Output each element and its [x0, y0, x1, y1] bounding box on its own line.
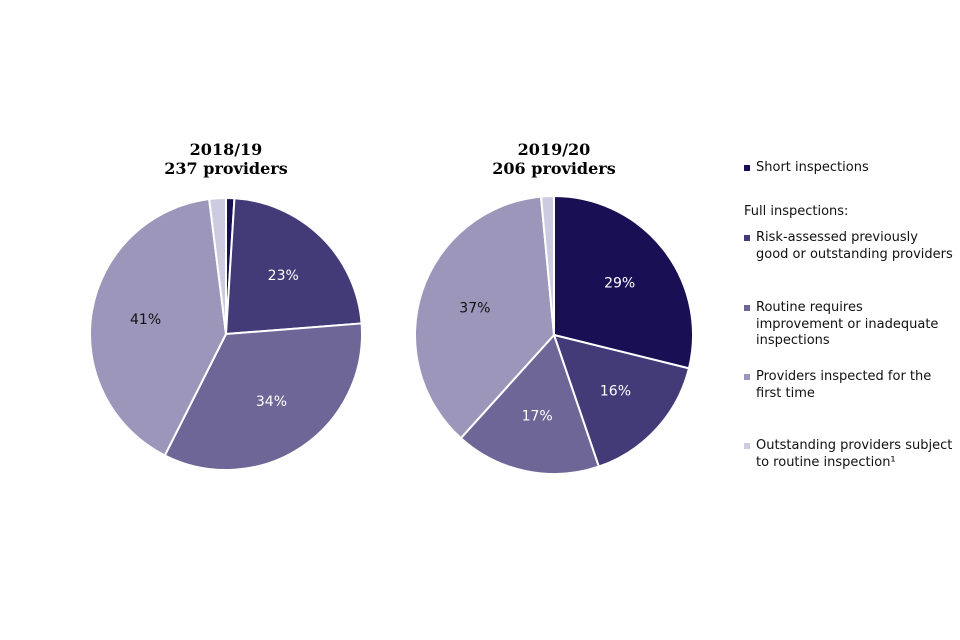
pie-slice [163, 322, 363, 471]
legend-item-short: Short inspections [744, 160, 954, 177]
legend-label: Risk-assessed previously good or outstan… [756, 230, 953, 262]
slice-label: 23% [268, 268, 299, 284]
pie-subtitle: 237 providers [164, 159, 287, 178]
slice-label: 37% [459, 301, 490, 317]
legend-item-first-time: Providers inspected for the first time [744, 369, 954, 402]
slice-label: 16% [600, 383, 631, 399]
pie-slice [539, 194, 555, 336]
pie-slice [224, 197, 363, 336]
legend-swatch [744, 165, 750, 171]
legend-swatch [744, 443, 750, 449]
pie-subtitle: 206 providers [492, 159, 615, 178]
pie-slice [553, 194, 694, 370]
pie-slice [414, 195, 556, 440]
legend-swatch [744, 235, 750, 241]
pie-title: 2018/19 [190, 140, 263, 159]
legend-item-risk-assessed: Risk-assessed previously good or outstan… [744, 230, 954, 263]
pie-slice [89, 197, 228, 457]
legend-swatch [744, 374, 750, 380]
slice-label: 41% [130, 312, 161, 328]
legend-item-routine: Routine requires improvement or inadequa… [744, 300, 954, 350]
legend-item-outstanding: Outstanding providers subject to routine… [744, 438, 954, 471]
legend-heading: Full inspections: [744, 204, 849, 219]
legend-label: Outstanding providers subject to routine… [756, 438, 953, 470]
legend-swatch [744, 305, 750, 311]
slice-label: 29% [604, 276, 635, 292]
pie-slice [208, 196, 227, 335]
legend-label: Routine requires improvement or inadequa… [756, 300, 939, 348]
pie-title: 2019/20 [518, 140, 591, 159]
pie-slice [459, 333, 601, 475]
legend-label: Providers inspected for the first time [756, 369, 932, 401]
legend-label: Short inspections [756, 160, 869, 175]
slice-label: 17% [522, 409, 553, 425]
slice-label: 34% [256, 394, 287, 410]
